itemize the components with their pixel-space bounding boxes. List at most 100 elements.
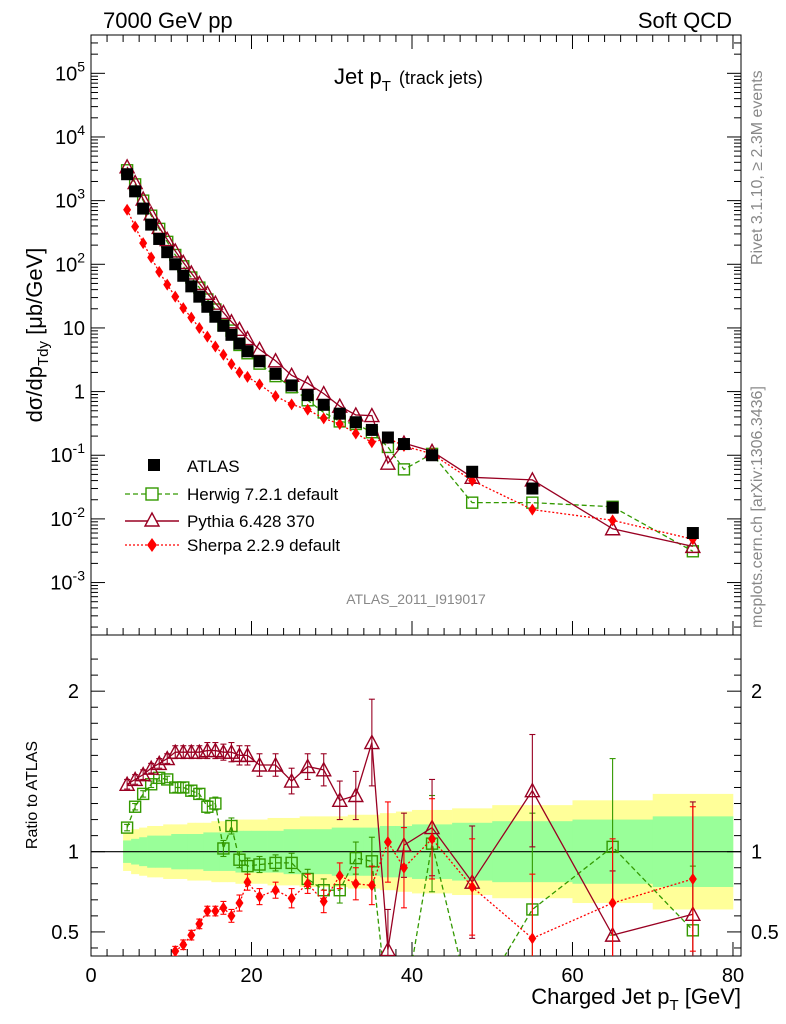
herwig-point <box>225 819 238 833</box>
atlas-point <box>185 280 198 293</box>
sherpa-point <box>187 929 196 942</box>
herwig-point <box>169 781 182 794</box>
herwig-point <box>177 781 190 794</box>
sherpa-point <box>179 938 188 951</box>
herwig-point <box>269 856 282 870</box>
sherpa-point <box>303 877 312 890</box>
atlas-point <box>426 449 439 462</box>
ratio-y-tick-label: 2 <box>68 681 79 703</box>
sherpa-point <box>255 378 264 391</box>
atlas-point <box>317 398 330 411</box>
sherpa-point <box>187 311 196 324</box>
herwig-point <box>209 797 222 810</box>
header-right: Soft QCD <box>638 8 732 33</box>
sherpa-point <box>287 398 296 411</box>
sherpa-point <box>123 203 132 216</box>
sherpa-point <box>211 340 220 353</box>
legend-pythia-marker <box>143 511 161 527</box>
sherpa-point <box>271 390 280 403</box>
pythia-point <box>143 759 160 775</box>
sherpa-point <box>335 869 344 882</box>
atlas-point <box>121 168 134 181</box>
atlas-point <box>209 310 222 323</box>
herwig-point <box>398 1005 409 1016</box>
atlas-point <box>169 258 182 271</box>
pythia-point <box>183 743 200 759</box>
herwig-point <box>382 1005 393 1016</box>
herwig-point <box>465 496 479 509</box>
x-tick-label: 80 <box>722 965 744 987</box>
sherpa-point <box>147 251 156 264</box>
x-tick-label: 0 <box>85 965 96 987</box>
sherpa-point <box>255 890 264 903</box>
legend-herwig-marker <box>145 487 159 501</box>
header-left: 7000 GeV pp <box>103 8 233 33</box>
herwig-point <box>233 853 246 866</box>
ratio-bands <box>91 793 741 910</box>
atlas-point <box>301 389 314 402</box>
sherpa-point <box>203 330 212 343</box>
legend-sherpa-label: Sherpa 2.2.9 default <box>187 536 340 555</box>
mcplots-label: mcplots.cern.ch [arXiv:1306.3436] <box>749 386 766 628</box>
herwig-point <box>241 859 254 873</box>
atlas-point <box>349 416 362 429</box>
atlas-point <box>606 501 619 514</box>
herwig-point <box>185 784 198 797</box>
sherpa-point <box>219 901 228 914</box>
pythia-point <box>347 787 364 803</box>
sherpa-point <box>123 1005 131 1017</box>
pythia-point <box>167 743 184 759</box>
sherpa-point <box>155 265 164 278</box>
y-tick-label: 10 <box>63 318 85 340</box>
herwig-point <box>193 787 206 801</box>
pythia-point <box>283 772 300 788</box>
x-tick-label: 20 <box>240 965 262 987</box>
ratio-panel-frame <box>90 634 742 957</box>
atlas-point <box>285 379 298 392</box>
sherpa-point <box>319 412 328 425</box>
pythia-point <box>215 743 232 759</box>
plot-title: Jet pT (track jets) <box>334 64 483 95</box>
sherpa-point <box>468 880 477 893</box>
herwig-point <box>144 778 158 791</box>
pythia-point <box>175 743 192 759</box>
sherpa-point <box>131 220 140 233</box>
sherpa-point <box>139 1005 147 1017</box>
rivet-label: Rivet 3.1.10, ≥ 2.3M events <box>749 70 766 265</box>
sherpa-point <box>195 917 204 930</box>
atlas-point <box>137 202 150 215</box>
ratio-series <box>118 698 702 1017</box>
pythia-point <box>363 734 381 750</box>
sherpa-point <box>271 884 280 897</box>
y-tick-label: 1 <box>74 382 85 404</box>
atlas-point <box>526 482 539 495</box>
pythia-point <box>151 754 168 771</box>
herwig-point <box>217 842 230 855</box>
sherpa-point <box>243 876 252 889</box>
pythia-point <box>207 742 224 758</box>
ratio-y-axis-label: Ratio to ATLAS <box>24 741 41 849</box>
pythia-point <box>199 742 216 758</box>
main-series <box>118 158 702 558</box>
pythia-point <box>524 782 541 798</box>
y-tick-label: 102 <box>55 249 85 276</box>
sherpa-point <box>528 932 537 945</box>
atlas-point <box>269 367 282 380</box>
sherpa-point <box>383 836 392 849</box>
sherpa-point <box>179 302 188 315</box>
x-axis-label: Charged Jet pT [GeV] <box>531 984 741 1014</box>
sherpa-point <box>319 895 328 908</box>
atlas-point <box>129 185 142 198</box>
atlas-point <box>686 527 699 540</box>
sherpa-point <box>399 861 408 874</box>
legend-pythia-label: Pythia 6.428 370 <box>187 512 315 531</box>
ratio-y-tick-label: 1 <box>68 842 79 864</box>
sherpa-point <box>147 1005 155 1017</box>
herwig-point <box>285 856 298 870</box>
main-y-axis-label: dσ/dpTdy [μb/GeV] <box>22 248 52 423</box>
pythia-point <box>315 761 332 777</box>
pythia-point <box>267 352 284 368</box>
pythia-point <box>267 756 284 772</box>
pythia-point <box>126 770 144 787</box>
pythia-point <box>363 407 381 423</box>
